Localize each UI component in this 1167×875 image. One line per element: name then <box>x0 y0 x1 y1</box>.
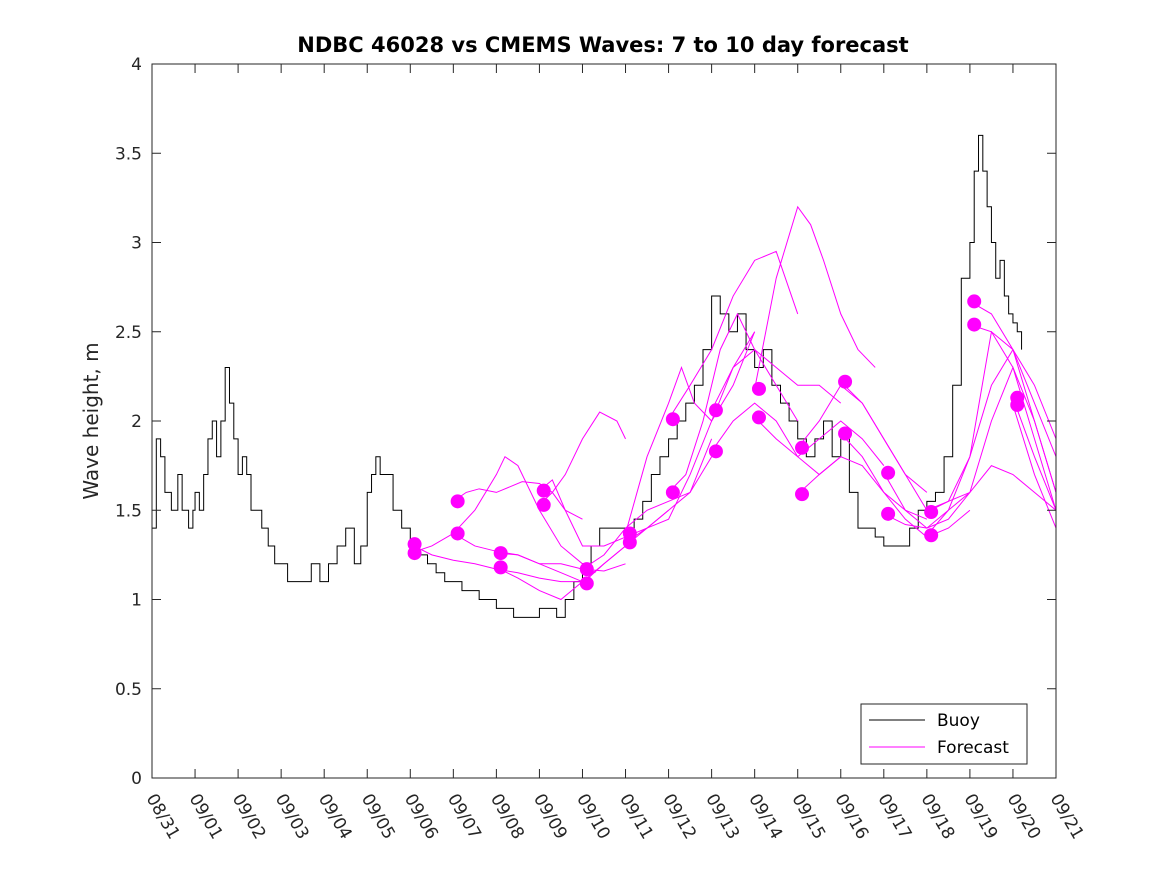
forecast-marker <box>579 576 594 591</box>
plot-area <box>152 134 1056 618</box>
series-forecast-line <box>452 455 596 574</box>
legend-box <box>860 703 1028 765</box>
series-forecast-line <box>539 411 626 506</box>
series-forecast-line <box>754 417 885 466</box>
forecast-marker <box>579 562 594 577</box>
series-forecast-line <box>453 481 583 520</box>
series-forecast-line <box>1012 397 1056 511</box>
forecast-marker <box>407 546 422 561</box>
forecast-marker <box>450 526 465 541</box>
series-forecast-line <box>840 433 971 538</box>
forecast-marker <box>967 294 982 309</box>
forecast-marker <box>493 546 508 561</box>
forecast-marker <box>751 381 766 396</box>
legend-buoy-label: Buoy <box>937 711 980 731</box>
y-tick-label: 0.5 <box>115 680 142 700</box>
legend: Buoy Forecast <box>860 703 1028 765</box>
forecast-marker <box>838 374 853 389</box>
series-forecast-line <box>668 312 799 493</box>
forecast-marker <box>708 444 723 459</box>
y-tick-label: 0 <box>131 769 142 789</box>
series-forecast-line <box>496 552 626 572</box>
series-forecast-line <box>625 331 756 534</box>
y-tick-label: 1.5 <box>115 501 142 521</box>
forecast-marker <box>924 505 939 520</box>
forecast-marker <box>450 494 465 509</box>
forecast-marker <box>751 410 766 425</box>
forecast-marker <box>838 426 853 441</box>
y-axis-label: Wave height, m <box>79 342 103 499</box>
forecast-marker <box>536 497 551 512</box>
series-buoy-line <box>152 134 1023 618</box>
forecast-marker <box>795 440 810 455</box>
forecast-marker <box>665 485 680 500</box>
forecast-marker <box>881 465 896 480</box>
y-tick-label: 4 <box>131 55 142 75</box>
forecast-marker <box>795 487 810 502</box>
series-forecast-line <box>926 465 1056 536</box>
forecast-marker <box>1010 397 1025 412</box>
series-forecast-line <box>969 300 1056 493</box>
series-forecast-line <box>668 250 799 420</box>
forecast-marker <box>708 403 723 418</box>
chart-title: NDBC 46028 vs CMEMS Waves: 7 to 10 day f… <box>297 33 908 57</box>
y-tick-label: 3 <box>131 234 142 254</box>
series-forecast-line <box>539 479 669 547</box>
y-tick-label: 2.5 <box>115 323 142 343</box>
y-tick-label: 1 <box>131 591 142 611</box>
forecast-marker <box>622 535 637 550</box>
forecast-marker <box>924 528 939 543</box>
series-forecast-line <box>711 348 842 411</box>
forecast-marker <box>536 483 551 498</box>
forecast-marker <box>493 560 508 575</box>
forecast-marker <box>881 506 896 521</box>
series-forecast-line <box>969 324 1056 511</box>
forecast-marker <box>665 412 680 427</box>
y-tick-label: 2 <box>131 412 142 432</box>
y-tick-label: 3.5 <box>115 144 142 164</box>
legend-forecast-label: Forecast <box>937 738 1009 758</box>
series-forecast-line <box>754 205 876 389</box>
forecast-marker <box>967 317 982 332</box>
